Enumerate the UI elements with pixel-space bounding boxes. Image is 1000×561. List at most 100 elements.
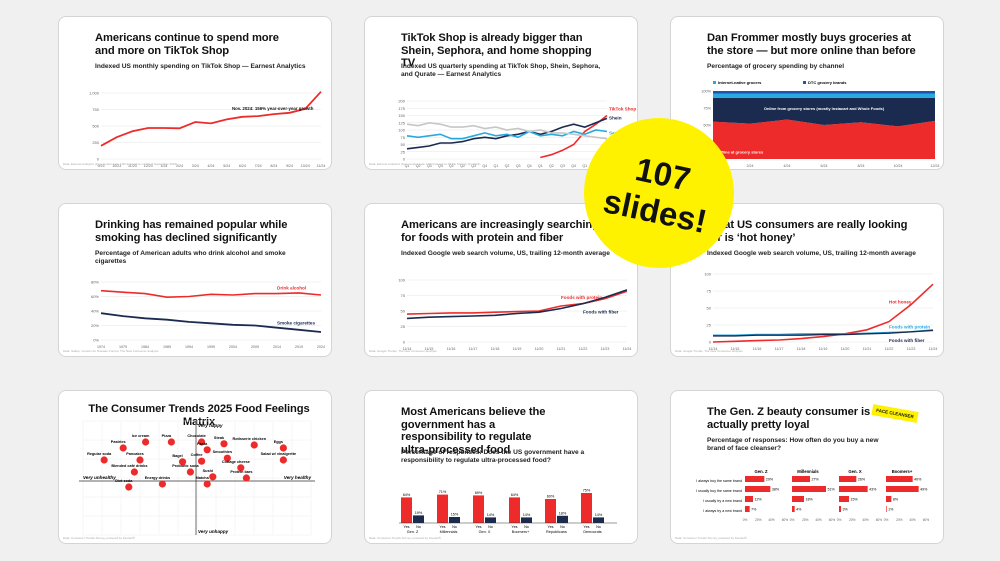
scatter-point <box>242 474 250 482</box>
x-tick-label: 11/23 <box>601 347 610 351</box>
slide-card-upf-regulation[interactable]: Most Americans believe the government ha… <box>364 390 638 544</box>
y-tick-label: 0 <box>709 340 712 345</box>
card-title: Drinking has remained popular while smok… <box>95 219 288 244</box>
chart-grocery-channels: 0%25%50%75%100%12/232/244/246/248/2410/2… <box>701 80 940 168</box>
x-tick-label: 12/23 <box>144 164 153 168</box>
x-tick-label: 0% <box>884 518 889 522</box>
y-tick-label: 0% <box>93 338 99 343</box>
row-label: I always try a new brand <box>703 509 742 513</box>
card-subtitle: Percentage of American adults who drink … <box>95 250 286 266</box>
x-tick-label: Q4 <box>482 164 487 168</box>
card-title: Most Americans believe the government ha… <box>401 406 546 456</box>
x-tick-label: 11/20 <box>535 347 544 351</box>
x-tick-label: 6/24 <box>821 164 828 168</box>
bar-value-label: 14% <box>487 513 495 517</box>
bar-value-label: 60% <box>547 495 555 499</box>
bar <box>886 486 919 492</box>
x-tick-label: 40% <box>909 518 916 522</box>
bar-series-label: No <box>560 525 565 529</box>
point-label: Diet soda <box>115 479 133 483</box>
bar <box>745 506 750 512</box>
x-tick-label: 12/24 <box>931 164 940 168</box>
x-tick-label: 11/14 <box>403 347 412 351</box>
bar <box>886 476 913 482</box>
bar-value-label: 49% <box>920 488 928 492</box>
scatter-point <box>203 446 211 454</box>
x-tick-label: 8/24 <box>858 164 865 168</box>
point-label: Smoothies <box>213 450 232 454</box>
area-label: Offline at grocery stores <box>717 150 764 155</box>
slide-card-tiktok-spending[interactable]: Americans continue to spend more and mor… <box>58 16 332 170</box>
card-title: Americans are increasingly searching for… <box>401 219 599 244</box>
x-tick-label: Q2 <box>416 164 421 168</box>
bar <box>792 496 804 502</box>
point-label: Chocolate <box>187 434 205 438</box>
x-tick-label: 6/24 <box>239 164 246 168</box>
x-tick-label: 20% <box>896 518 903 522</box>
bar <box>792 506 795 512</box>
y-tick-label: 75 <box>401 135 406 140</box>
x-tick-label: 40% <box>815 518 822 522</box>
point-label: Steak <box>214 436 225 440</box>
y-tick-label: 100 <box>398 278 405 283</box>
x-tick-label: Q4 <box>571 164 576 168</box>
y-tick-label: 1,000 <box>89 91 100 96</box>
y-tick-label: 75 <box>401 293 406 298</box>
card-title: Americans continue to spend more and mor… <box>95 32 279 57</box>
x-tick-label: 2019 <box>295 345 303 349</box>
scatter-point <box>178 458 187 466</box>
slide-card-food-matrix[interactable]: The Consumer Trends 2025 Food Feelings M… <box>58 390 332 544</box>
row-label: I always buy the same brand <box>696 479 742 483</box>
bar-series-label: No <box>596 525 601 529</box>
slide-card-drinking-smoking[interactable]: Drinking has remained popular while smok… <box>58 203 332 357</box>
y-tick-label: 20% <box>91 323 99 328</box>
bar <box>521 517 532 523</box>
bar-value-label: 51% <box>828 488 836 492</box>
x-tick-label: 60% <box>782 518 789 522</box>
bar-series-label: Yes <box>403 525 409 529</box>
y-tick-label: 0 <box>403 157 406 162</box>
x-tick-label: Q1 <box>449 164 454 168</box>
bar-value-label: 64% <box>403 493 411 497</box>
bar-value-label: 38% <box>772 488 780 492</box>
card-title: The Consumer Trends 2025 Food Feelings M… <box>88 403 310 428</box>
x-tick-label: 1999 <box>207 345 215 349</box>
chart-genz-loyalty: I always buy the same brand I usually buy… <box>696 469 929 522</box>
x-tick-label: 2004 <box>229 345 237 349</box>
series-line <box>100 289 322 299</box>
bar-value-label: 40% <box>914 478 922 482</box>
bar <box>839 496 849 502</box>
bar <box>839 506 841 512</box>
scatter-point <box>158 480 166 488</box>
card-footnote: Data: Consumer Trends Survey, powered by… <box>63 536 136 540</box>
y-tick-label: 80% <box>91 280 99 285</box>
bar-value-label: 3% <box>843 508 849 512</box>
x-tick-label: 11/16 <box>447 347 456 351</box>
x-tick-label: 60% <box>876 518 883 522</box>
y-tick-label: 50 <box>401 309 406 314</box>
x-tick-label: 0% <box>790 518 795 522</box>
area-series <box>713 119 935 159</box>
x-tick-label: 60% <box>829 518 836 522</box>
slide-card-tiktok-vs-shein[interactable]: TikTok Shop is already bigger than Shein… <box>364 16 638 170</box>
x-tick-label: 1/24 <box>160 164 167 168</box>
chart-drinking-smoking: 0% 20% 40% 60% 80% 1974 1979 1984 1989 1994 1999 20… <box>91 280 325 350</box>
x-tick-label: 10/24 <box>301 164 310 168</box>
point-label: Pasta <box>197 442 208 446</box>
y-tick-label: 750 <box>92 107 99 112</box>
x-tick-label: 11/22 <box>579 347 588 351</box>
scatter-point <box>223 454 231 462</box>
slide-card-genz-loyalty[interactable]: The Gen. Z beauty consumer is actually p… <box>670 390 944 544</box>
bar-value-label: 4% <box>796 508 802 512</box>
bar-value-label: 71% <box>439 490 447 494</box>
point-label: Regular soda <box>87 452 112 456</box>
series-label: TikTok Shop <box>609 107 636 112</box>
point-label: Coffee <box>191 453 203 457</box>
card-footnote: Data: Gallup, Centers for Disease Contro… <box>63 349 159 353</box>
scatter-point <box>186 468 194 476</box>
category-label: Millennials <box>440 530 458 534</box>
scatter-point <box>100 456 108 464</box>
point-label: Salad w/ vinaigrette <box>261 452 296 456</box>
x-tick-label: 2024 <box>317 345 325 349</box>
